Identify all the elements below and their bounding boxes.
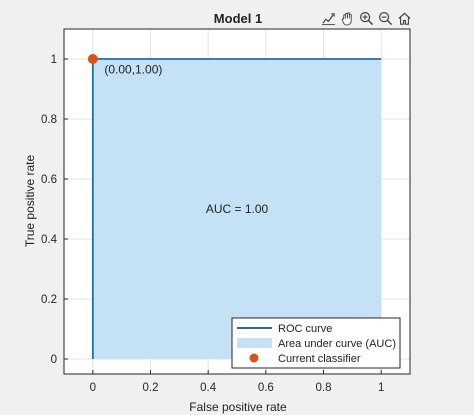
zoom-in-button[interactable] — [358, 9, 375, 27]
y-tick-label: 0.6 — [41, 174, 57, 186]
zoom-in-icon — [359, 11, 374, 25]
axes-toolbar — [320, 8, 413, 28]
auc-value-label: AUC = 1.00 — [206, 202, 269, 216]
y-tick-label: 0.4 — [41, 234, 58, 246]
y-tick-label: 0.8 — [41, 114, 57, 126]
auc-area — [92, 59, 382, 359]
legend: ROC curve Area under curve (AUC) Current c… — [231, 317, 401, 369]
chart-title: Model 1 — [214, 11, 262, 26]
legend-entry-label: Current classifier — [278, 353, 361, 365]
x-tick-label: 0.6 — [258, 382, 274, 394]
y-tick-label: 0 — [51, 354, 57, 366]
y-axis-label: True positive rate — [23, 155, 37, 248]
x-tick-label: 1 — [378, 382, 384, 394]
legend-swatch-auc-area — [237, 338, 272, 348]
axes-box — [63, 28, 411, 375]
legend-entry-label: ROC curve — [278, 323, 332, 335]
x-tick-label: 0 — [90, 382, 96, 394]
x-tick-label: 0.8 — [316, 382, 332, 394]
data-tips-icon — [321, 12, 336, 25]
plot-marks — [87, 54, 382, 359]
tick-labels: 0 0.2 0.4 0.6 0.8 1 0 0.2 0.4 0.6 0.8 1 — [41, 54, 384, 394]
zoom-out-button[interactable] — [377, 9, 394, 27]
current-classifier-point — [87, 54, 98, 64]
point-coordinate-label: (0.00,1.00) — [104, 63, 162, 77]
legend-entry-label: Area under curve (AUC) — [278, 338, 396, 350]
restore-view-button[interactable] — [396, 9, 413, 27]
y-tick-label: 1 — [51, 54, 57, 66]
x-tick-label: 0.4 — [200, 382, 217, 394]
annotations: (0.00,1.00) AUC = 1.00 — [104, 63, 268, 217]
pan-button[interactable] — [339, 9, 356, 27]
x-axis-label: False positive rate — [189, 400, 287, 414]
zoom-out-icon — [378, 11, 393, 25]
y-tick-label: 0.2 — [41, 294, 57, 306]
axes-frame — [63, 28, 411, 375]
data-tips-button[interactable] — [320, 9, 337, 27]
legend-swatch-current-classifier — [249, 353, 259, 363]
x-tick-label: 0.2 — [143, 382, 159, 394]
pan-hand-icon — [341, 11, 352, 26]
home-icon — [398, 12, 411, 25]
